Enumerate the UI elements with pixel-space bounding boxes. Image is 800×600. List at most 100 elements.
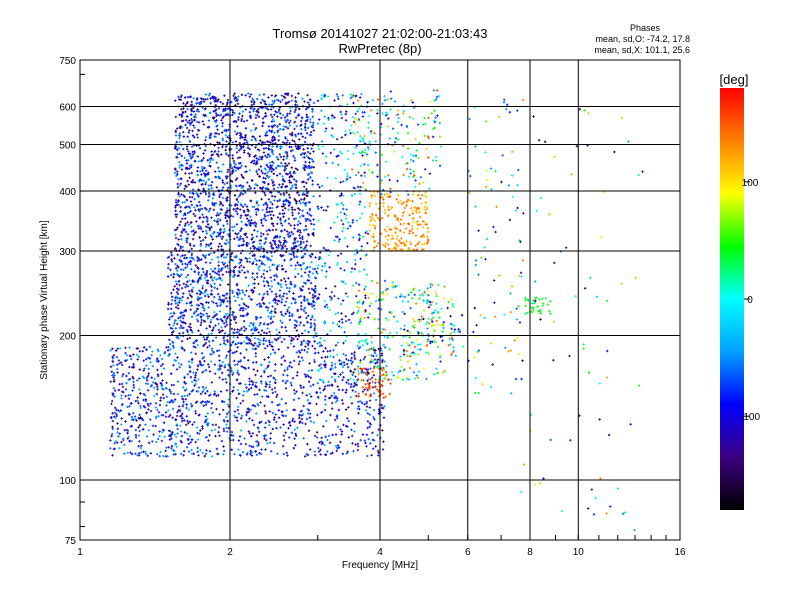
data-point — [238, 382, 241, 385]
data-point — [219, 192, 223, 196]
data-point — [279, 112, 282, 115]
data-point — [213, 295, 216, 299]
data-point — [184, 172, 187, 175]
data-point — [287, 121, 291, 125]
data-point — [159, 450, 162, 454]
data-point — [305, 244, 308, 247]
data-point — [277, 246, 280, 249]
data-point — [254, 116, 258, 119]
data-point — [196, 136, 199, 139]
data-point — [201, 385, 205, 389]
data-point — [389, 187, 392, 190]
data-point — [116, 347, 119, 350]
data-point — [361, 185, 364, 189]
data-point — [170, 291, 173, 295]
data-point — [183, 253, 187, 257]
data-point — [301, 421, 304, 425]
data-point — [240, 173, 243, 177]
data-point — [223, 332, 227, 335]
data-point — [185, 406, 188, 410]
data-point — [218, 195, 221, 199]
data-point — [446, 306, 449, 310]
data-point — [209, 97, 212, 100]
data-point — [294, 145, 298, 148]
data-point — [268, 383, 271, 386]
data-point — [197, 378, 200, 381]
data-point — [293, 224, 296, 227]
data-point — [274, 378, 277, 381]
data-point — [348, 176, 352, 179]
data-point — [421, 233, 425, 236]
data-point — [370, 194, 373, 197]
data-point — [402, 353, 406, 356]
data-point — [178, 136, 181, 140]
data-point — [339, 428, 342, 431]
data-point — [344, 408, 348, 411]
data-point — [179, 95, 183, 99]
data-point — [151, 365, 155, 368]
data-point — [338, 359, 341, 362]
data-point — [290, 366, 293, 369]
data-point — [278, 153, 282, 156]
data-point — [211, 411, 215, 414]
data-point — [191, 423, 194, 426]
data-point — [269, 141, 272, 144]
data-point — [209, 101, 212, 105]
data-point — [259, 339, 262, 342]
data-point — [215, 132, 219, 135]
data-point — [211, 423, 215, 426]
data-point — [403, 312, 406, 316]
data-point — [190, 109, 193, 113]
data-point — [354, 443, 357, 446]
data-point — [293, 437, 296, 440]
data-point — [257, 268, 261, 272]
data-point — [196, 298, 200, 302]
data-point — [115, 355, 119, 359]
data-point — [279, 296, 283, 299]
data-point — [418, 215, 422, 219]
data-point — [324, 403, 327, 406]
data-point — [294, 108, 297, 111]
data-point — [296, 114, 300, 117]
data-point — [300, 267, 303, 271]
data-point — [300, 274, 303, 278]
data-point — [279, 127, 282, 131]
data-point — [399, 295, 402, 298]
data-point — [260, 260, 264, 263]
data-point — [180, 420, 184, 423]
data-point — [190, 103, 194, 106]
data-point — [220, 439, 224, 443]
data-point — [330, 134, 333, 137]
data-point — [292, 178, 296, 181]
data-point — [400, 365, 403, 368]
data-point — [394, 137, 398, 140]
data-point — [269, 374, 272, 378]
data-point — [220, 131, 224, 134]
data-point — [269, 241, 272, 245]
data-point — [240, 327, 243, 330]
data-point — [426, 235, 429, 239]
data-point — [234, 178, 238, 182]
data-point — [240, 264, 243, 267]
data-point — [181, 404, 185, 408]
data-point — [363, 163, 366, 166]
data-point — [425, 147, 428, 151]
data-point — [344, 339, 347, 343]
data-point — [351, 221, 354, 224]
data-point — [194, 264, 198, 267]
data-point — [251, 347, 255, 350]
data-point — [368, 312, 371, 316]
data-point — [189, 283, 192, 286]
data-point — [266, 214, 270, 217]
data-point — [185, 276, 188, 279]
data-point — [237, 412, 241, 415]
data-point — [353, 351, 356, 354]
data-point — [233, 194, 237, 197]
data-point — [298, 199, 301, 203]
data-point — [304, 136, 307, 139]
data-point — [345, 214, 348, 217]
data-point — [222, 453, 225, 456]
data-point — [440, 307, 443, 311]
data-point — [363, 288, 366, 291]
data-point — [124, 351, 127, 355]
